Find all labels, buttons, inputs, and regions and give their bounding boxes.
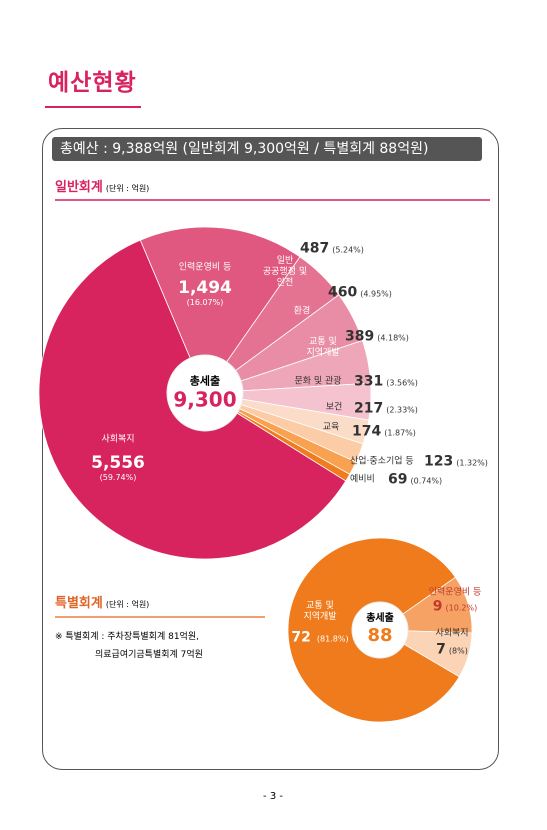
slice-value-group: 7 (8%) [436,642,468,659]
slice-share: (5.24%) [332,245,364,255]
section-heading: 특별회계 (단위 : 억원) [55,596,149,612]
slice-share: (81.8%) [316,634,349,644]
slice-value: 331 [354,373,384,390]
section-heading: 일반회계 (단위 : 억원) [55,180,149,196]
slice-share: (0.74%) [410,476,443,486]
section-rule [55,199,490,201]
slice-value: 69 [388,471,408,488]
slice-value-group: 9 (10.2%) [433,599,477,616]
slice-label: 사회복지 [101,434,135,445]
center-title: 총세출 [189,374,221,388]
slice-value: 217 [354,400,384,417]
slice-value-group: 389 (4.18%) [345,329,409,346]
slice-value-group: 460 (4.95%) [328,285,392,302]
slice-label: 교통 및 지역개발 [306,337,340,358]
slice-value-group: 331 (3.56%) [354,374,418,391]
center-hole [166,354,244,432]
slice-value-group: 217 (2.33%) [354,401,418,418]
section-title: 특별회계 [55,596,103,611]
section-rule [55,616,265,618]
unit: (단위 : 억원) [105,184,150,193]
slice-share: (4.95%) [360,289,392,299]
slice-label: 교육 [322,422,340,433]
note-line: ※ 특별회계 : 주차장특별회계 81억원, [55,632,199,642]
slice-label: 사회복지 [435,628,469,639]
center-block: 총세출 9,300 [173,374,236,411]
slice-value: 5,556 [91,453,145,474]
content-box [42,128,499,770]
slice-value: 1,494 [178,278,232,299]
slice-value-group: 69 (0.74%) [388,472,442,489]
slice-label: 산업·중소기업 등 [350,456,414,467]
slice-share: (3.56%) [386,378,418,388]
slice-value: 7 [436,641,446,658]
center-total: 9,300 [173,387,237,412]
slice-value: 123 [424,453,454,470]
slice-value-group: 5,556 (59.74%) [91,453,145,483]
slice-value-group: 174 (1.87%) [352,424,416,441]
slice-value: 389 [345,328,375,345]
center-total: 88 [367,625,393,647]
center-hole [351,601,409,659]
slice-share: (59.74%) [99,473,137,483]
pie-slice [204,392,351,482]
slice-value: 460 [328,284,358,301]
slice-share: (1.87%) [384,428,416,438]
slice-value: 487 [300,240,330,257]
slice-value-group: 123 (1.32%) [424,454,488,471]
page-title: 예산현황 [48,70,137,96]
slice-value: 72 [291,629,311,646]
slice-label: 예비비 [350,474,375,485]
slice-value-group: 1,494 (16.07%) [178,278,232,308]
slice-label: 문화 및 관광 [294,376,342,387]
slice-share: (8%) [448,646,468,656]
slice-value: 174 [352,423,382,440]
slice-label: 인력운영비 등 [178,262,232,273]
slice-label: 인력운영비 등 [428,587,482,598]
center-title: 총세출 [366,613,394,625]
slice-label: 환경 [293,306,311,317]
note-line: 의료급여기금특별회계 7억원 [95,650,203,660]
slice-share: (2.33%) [386,405,418,415]
slice-value: 9 [432,598,443,615]
slice-value-group: 487 (5.24%) [300,241,364,258]
slice-value-group: 72 (81.8%) [291,630,348,647]
unit: (단위 : 억원) [105,600,150,609]
section-title: 일반회계 [55,180,103,195]
pie-slice [139,226,301,394]
slice-share: (16.07%) [186,298,224,308]
slice-share: (10.2%) [445,603,478,613]
center-block: 총세출 88 [366,613,394,647]
summary-bar: 총예산 : 9,388억원 (일반회계 9,300억원 / 특별회계 88억원) [52,137,482,161]
slice-share: (1.32%) [456,458,488,468]
slice-label: 일반 공공행정 및 안전 [262,255,308,288]
slice-label: 보건 [325,402,343,413]
title-underline [45,106,141,108]
page-number: - 3 - [263,791,283,802]
slice-label: 교통 및 지역개발 [303,601,337,622]
slice-share: (4.18%) [377,333,409,343]
